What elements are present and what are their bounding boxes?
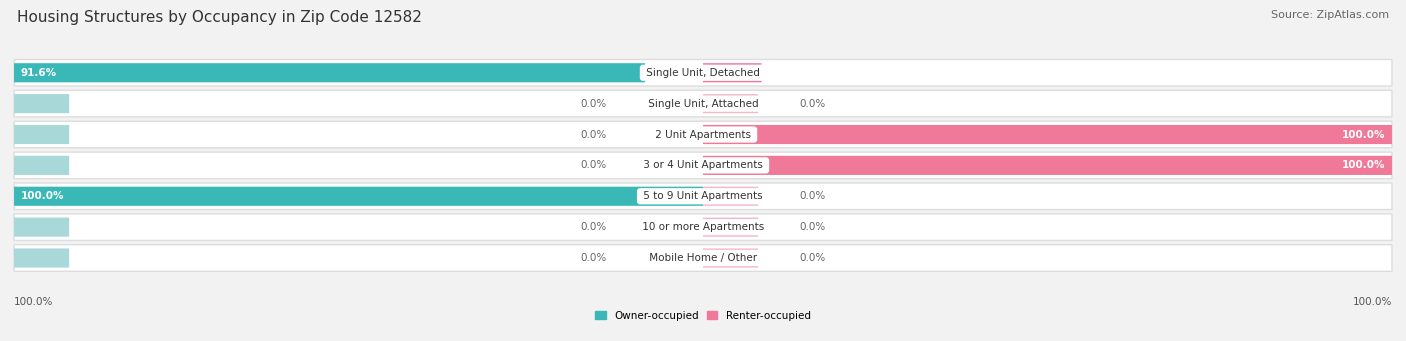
Text: 100.0%: 100.0% — [14, 297, 53, 307]
Text: 0.0%: 0.0% — [800, 222, 825, 232]
Text: Single Unit, Detached: Single Unit, Detached — [643, 68, 763, 78]
Text: 3 or 4 Unit Apartments: 3 or 4 Unit Apartments — [640, 160, 766, 170]
Text: 91.6%: 91.6% — [21, 68, 58, 78]
Text: 5 to 9 Unit Apartments: 5 to 9 Unit Apartments — [640, 191, 766, 201]
FancyBboxPatch shape — [703, 187, 758, 206]
FancyBboxPatch shape — [703, 94, 758, 113]
Text: 0.0%: 0.0% — [800, 253, 825, 263]
FancyBboxPatch shape — [703, 218, 758, 237]
FancyBboxPatch shape — [14, 121, 1392, 148]
FancyBboxPatch shape — [703, 249, 758, 268]
FancyBboxPatch shape — [14, 187, 703, 206]
Text: 100.0%: 100.0% — [1341, 160, 1385, 170]
Text: 100.0%: 100.0% — [21, 191, 65, 201]
FancyBboxPatch shape — [14, 94, 69, 113]
Text: Source: ZipAtlas.com: Source: ZipAtlas.com — [1271, 10, 1389, 20]
Text: 8.5%: 8.5% — [1355, 68, 1385, 78]
Text: Mobile Home / Other: Mobile Home / Other — [645, 253, 761, 263]
Text: 0.0%: 0.0% — [581, 160, 606, 170]
Text: 0.0%: 0.0% — [800, 191, 825, 201]
Text: 0.0%: 0.0% — [581, 130, 606, 139]
FancyBboxPatch shape — [14, 183, 1392, 209]
Text: 100.0%: 100.0% — [1341, 130, 1385, 139]
FancyBboxPatch shape — [703, 125, 1392, 144]
FancyBboxPatch shape — [14, 218, 69, 237]
FancyBboxPatch shape — [703, 156, 1392, 175]
Text: 10 or more Apartments: 10 or more Apartments — [638, 222, 768, 232]
FancyBboxPatch shape — [14, 156, 69, 175]
FancyBboxPatch shape — [14, 59, 1392, 86]
Text: Single Unit, Attached: Single Unit, Attached — [644, 99, 762, 109]
FancyBboxPatch shape — [14, 90, 1392, 117]
FancyBboxPatch shape — [14, 125, 69, 144]
Text: 100.0%: 100.0% — [1353, 297, 1392, 307]
FancyBboxPatch shape — [14, 214, 1392, 240]
Text: 0.0%: 0.0% — [800, 99, 825, 109]
FancyBboxPatch shape — [14, 152, 1392, 179]
Text: 0.0%: 0.0% — [581, 99, 606, 109]
FancyBboxPatch shape — [14, 245, 1392, 271]
Text: 0.0%: 0.0% — [581, 222, 606, 232]
FancyBboxPatch shape — [703, 63, 762, 82]
Text: Housing Structures by Occupancy in Zip Code 12582: Housing Structures by Occupancy in Zip C… — [17, 10, 422, 25]
Text: 2 Unit Apartments: 2 Unit Apartments — [652, 130, 754, 139]
Text: 0.0%: 0.0% — [581, 253, 606, 263]
FancyBboxPatch shape — [14, 249, 69, 268]
Legend: Owner-occupied, Renter-occupied: Owner-occupied, Renter-occupied — [591, 306, 815, 325]
FancyBboxPatch shape — [14, 63, 645, 82]
